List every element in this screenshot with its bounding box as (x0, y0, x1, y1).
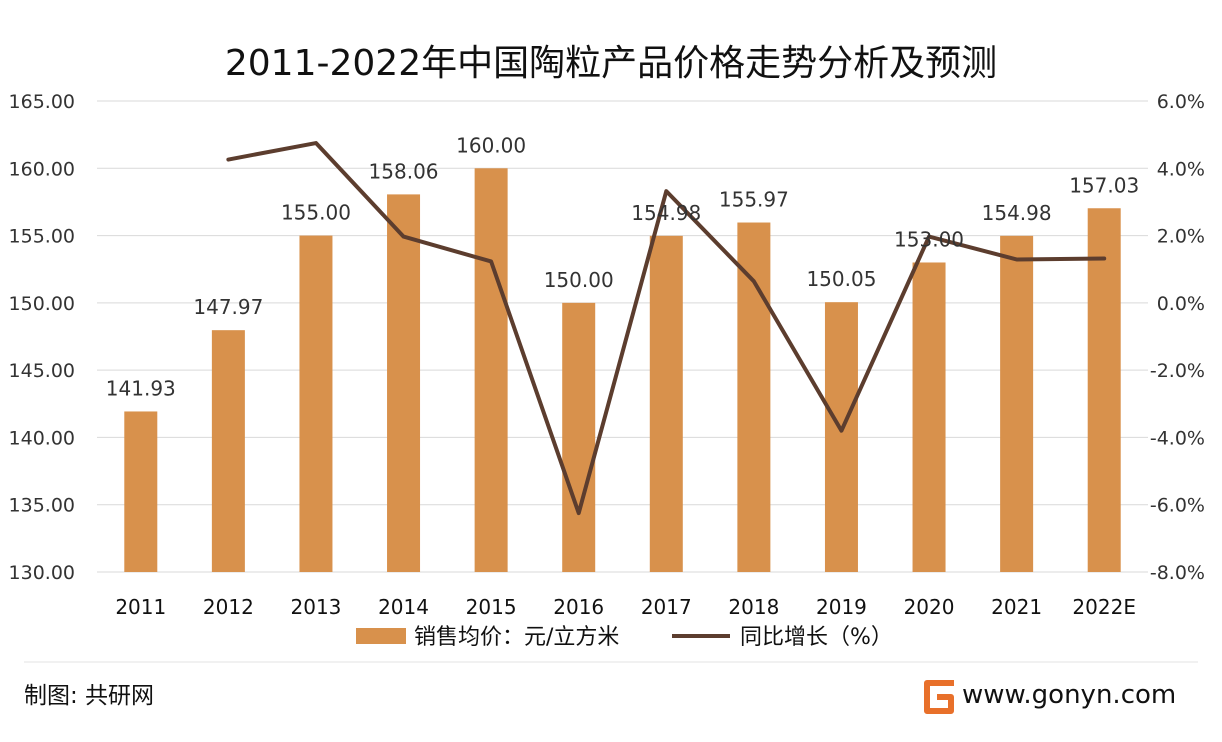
chart-title: 2011-2022年中国陶粒产品价格走势分析及预测 (225, 43, 997, 84)
bar (387, 194, 421, 572)
right-tick-label: 2.0% (1157, 226, 1205, 248)
category-label: 2014 (378, 595, 429, 619)
left-tick-label: 155.00 (9, 226, 75, 248)
bar (737, 222, 771, 572)
line-layer (226, 141, 1107, 516)
gonyn-logo-icon (924, 680, 954, 714)
bar-data-label: 153.00 (894, 227, 964, 251)
left-tick-label: 145.00 (9, 360, 75, 382)
bar-data-label: 154.98 (982, 201, 1052, 225)
category-label: 2011 (115, 595, 166, 619)
category-label: 2019 (816, 595, 867, 619)
footer-source: 制图: 共研网 (24, 683, 154, 709)
bar-data-label: 147.97 (193, 295, 263, 319)
legend: 销售均价：元/立方米 同比增长（%） (356, 625, 893, 650)
right-tick-label: -2.0% (1150, 360, 1205, 382)
legend-bar-swatch (356, 628, 406, 644)
right-tick-label: -8.0% (1150, 562, 1205, 584)
left-axis: 130.00 135.00 140.00 145.00 150.00 155.00 160.… (9, 91, 75, 584)
bar (912, 262, 946, 572)
category-label: 2017 (641, 595, 692, 619)
left-tick-label: 160.00 (9, 158, 75, 180)
category-label: 2020 (904, 595, 955, 619)
bar (1087, 208, 1121, 573)
category-label: 2016 (553, 595, 604, 619)
bars-layer (124, 168, 1121, 573)
bar-data-label: 150.05 (806, 267, 876, 291)
bar (1000, 235, 1034, 572)
bar (824, 302, 858, 572)
right-tick-label: -4.0% (1150, 427, 1205, 449)
footer-website: www.gonyn.com (962, 680, 1176, 710)
right-tick-label: 6.0% (1157, 91, 1205, 113)
growth-line (226, 141, 1107, 516)
bar-data-label: 155.97 (719, 188, 789, 212)
left-tick-label: 130.00 (9, 562, 75, 584)
grid-layer (97, 100, 1148, 573)
data-labels-layer: 141.93 147.97 155.00 158.06 160.00 150.00 154.… (106, 133, 1139, 400)
right-tick-label: 0.0% (1157, 293, 1205, 315)
category-label: 2022E (1072, 595, 1136, 619)
legend-bar-label: 销售均价：元/立方米 (414, 625, 619, 650)
category-label: 2021 (991, 595, 1042, 619)
left-tick-label: 165.00 (9, 91, 75, 113)
bar-data-label: 141.93 (106, 376, 176, 400)
bar (474, 168, 508, 573)
right-axis: -8.0% -6.0% -4.0% -2.0% 0.0% 2.0% 4.0% 6.0% (1150, 91, 1205, 584)
category-label: 2013 (291, 595, 342, 619)
bar-data-label: 160.00 (456, 133, 526, 157)
bar-data-label: 150.00 (544, 268, 614, 292)
category-label: 2018 (728, 595, 779, 619)
category-label: 2015 (466, 595, 517, 619)
bar (562, 302, 596, 572)
bar-data-label: 158.06 (369, 159, 439, 183)
left-tick-label: 140.00 (9, 427, 75, 449)
x-axis: 2011 2012 2013 2014 2015 2016 2017 2018 2019 2020… (115, 595, 1136, 619)
category-label: 2012 (203, 595, 254, 619)
bar (124, 411, 158, 572)
bar (299, 235, 333, 573)
bar (211, 330, 245, 572)
right-tick-label: -6.0% (1150, 495, 1205, 517)
legend-line-label: 同比增长（%） (740, 625, 893, 650)
bar-data-label: 155.00 (281, 201, 351, 225)
right-tick-label: 4.0% (1157, 158, 1205, 180)
bar-data-label: 154.98 (631, 201, 701, 225)
bar (649, 235, 683, 572)
left-tick-label: 135.00 (9, 495, 75, 517)
left-tick-label: 150.00 (9, 293, 75, 315)
bar-data-label: 157.03 (1069, 173, 1139, 197)
